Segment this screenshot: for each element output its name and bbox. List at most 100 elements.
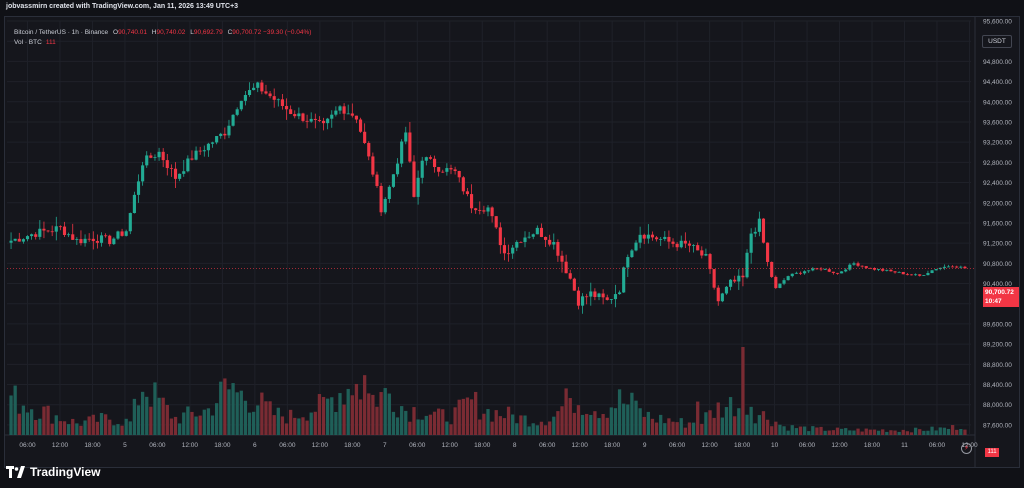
candle-body — [247, 90, 252, 96]
candle-body — [272, 96, 276, 100]
volume-bar — [815, 427, 819, 435]
candle-body — [786, 276, 790, 281]
volume-bar — [21, 405, 26, 435]
candle-body — [576, 290, 581, 306]
candle-body — [757, 218, 761, 232]
candle-body — [420, 160, 424, 178]
volume-bar — [161, 397, 165, 435]
volume-bar — [62, 421, 67, 435]
candle-body — [490, 207, 494, 217]
currency-button[interactable]: USDT — [982, 35, 1012, 48]
volume-bar — [835, 427, 840, 435]
volume-bar — [909, 432, 914, 435]
volume-bar — [753, 423, 757, 435]
candle-body — [679, 240, 683, 248]
volume-bar — [140, 391, 145, 435]
candle-body — [445, 168, 449, 172]
volume-bar — [683, 427, 688, 435]
candle-body — [408, 132, 412, 162]
last-price-tag: 90,700.72 10:47 — [983, 287, 1019, 307]
volume-bar — [708, 410, 712, 435]
candle-body — [141, 165, 145, 182]
volume-bar — [691, 422, 696, 435]
candle-body — [243, 95, 247, 101]
volume-bar — [284, 423, 289, 435]
open-label: O — [113, 29, 119, 36]
candle-body — [942, 266, 946, 268]
y-tick-label: 88,000.00 — [983, 402, 1012, 409]
candle-body — [831, 271, 835, 273]
candle-body — [297, 113, 301, 117]
tradingview-logo[interactable]: TradingView — [6, 464, 100, 480]
chart-frame[interactable]: 87,600.00 88,000.00 88,400.00 88,800.00 89,2… — [4, 16, 1020, 468]
candle-body — [897, 271, 901, 273]
volume-bar — [860, 431, 864, 435]
volume-bar — [173, 416, 178, 435]
y-tick-label: 89,600.00 — [983, 321, 1012, 328]
volume-bar — [54, 415, 58, 435]
y-tick-label: 92,000.00 — [983, 200, 1012, 207]
candle-body — [104, 235, 108, 237]
candle-body — [383, 198, 387, 213]
x-tick-label: 6 — [253, 442, 257, 449]
volume-bar — [872, 429, 877, 435]
volume-bar — [305, 420, 309, 435]
candle-body — [342, 106, 346, 114]
volume-bar — [29, 409, 34, 435]
volume-bar — [50, 423, 54, 435]
volume-bar — [659, 414, 663, 435]
candle-body — [301, 113, 305, 121]
candle-body — [474, 208, 478, 211]
candle-body — [186, 158, 190, 172]
candle-body — [437, 167, 441, 172]
volume-bar — [576, 405, 581, 435]
volume-bar — [128, 421, 132, 435]
volume-bar — [897, 431, 901, 435]
candle-body — [864, 266, 868, 268]
volume-bar — [239, 390, 243, 435]
volume-bar — [169, 418, 174, 435]
volume-bar — [959, 428, 963, 435]
volume-bar — [605, 417, 609, 435]
candlestick-chart[interactable]: 87,600.00 88,000.00 88,400.00 88,800.00 89,2… — [5, 17, 1019, 467]
volume-bar — [321, 397, 326, 435]
y-tick-label: 93,200.00 — [983, 140, 1012, 147]
x-tick-label: 5 — [123, 442, 127, 449]
volume-bar — [654, 422, 659, 435]
volume-bar — [597, 418, 601, 435]
candle-body — [881, 269, 885, 271]
x-tick-label: 12:00 — [312, 442, 329, 449]
candle-body — [112, 238, 116, 245]
lightning-icon[interactable]: ⚡ — [961, 443, 972, 454]
volume-bar — [868, 429, 873, 435]
volume-bar — [346, 388, 350, 435]
candle-body — [548, 239, 552, 245]
candle-body — [618, 292, 622, 295]
volume-bar — [449, 424, 453, 435]
symbol-name[interactable]: Bitcoin / TetherUS · 1h · Binance — [14, 29, 109, 36]
volume-bar — [687, 422, 692, 435]
volume-bar — [848, 430, 852, 435]
volume-label[interactable]: Vol · BTC — [14, 39, 42, 46]
candle-body — [564, 261, 568, 274]
volume-bar — [749, 406, 753, 435]
x-tick-label: 06:00 — [669, 442, 686, 449]
candle-body — [182, 171, 186, 174]
close-label: C — [227, 29, 233, 36]
volume-bar — [350, 395, 354, 435]
volume-bar — [700, 423, 704, 435]
candle-body — [708, 254, 712, 270]
candle-body — [157, 151, 161, 158]
volume-bar — [280, 416, 285, 435]
candle-body — [379, 185, 383, 213]
volume-bar — [609, 407, 613, 435]
y-tick-label: 92,400.00 — [983, 180, 1012, 187]
candle-body — [83, 238, 87, 244]
candle-body — [872, 267, 877, 270]
volume-bar — [950, 425, 955, 435]
volume-bar — [58, 421, 63, 435]
volume-bar — [905, 431, 910, 435]
volume-bar — [474, 391, 478, 435]
candle-body — [469, 194, 474, 209]
volume-bar — [646, 411, 650, 435]
